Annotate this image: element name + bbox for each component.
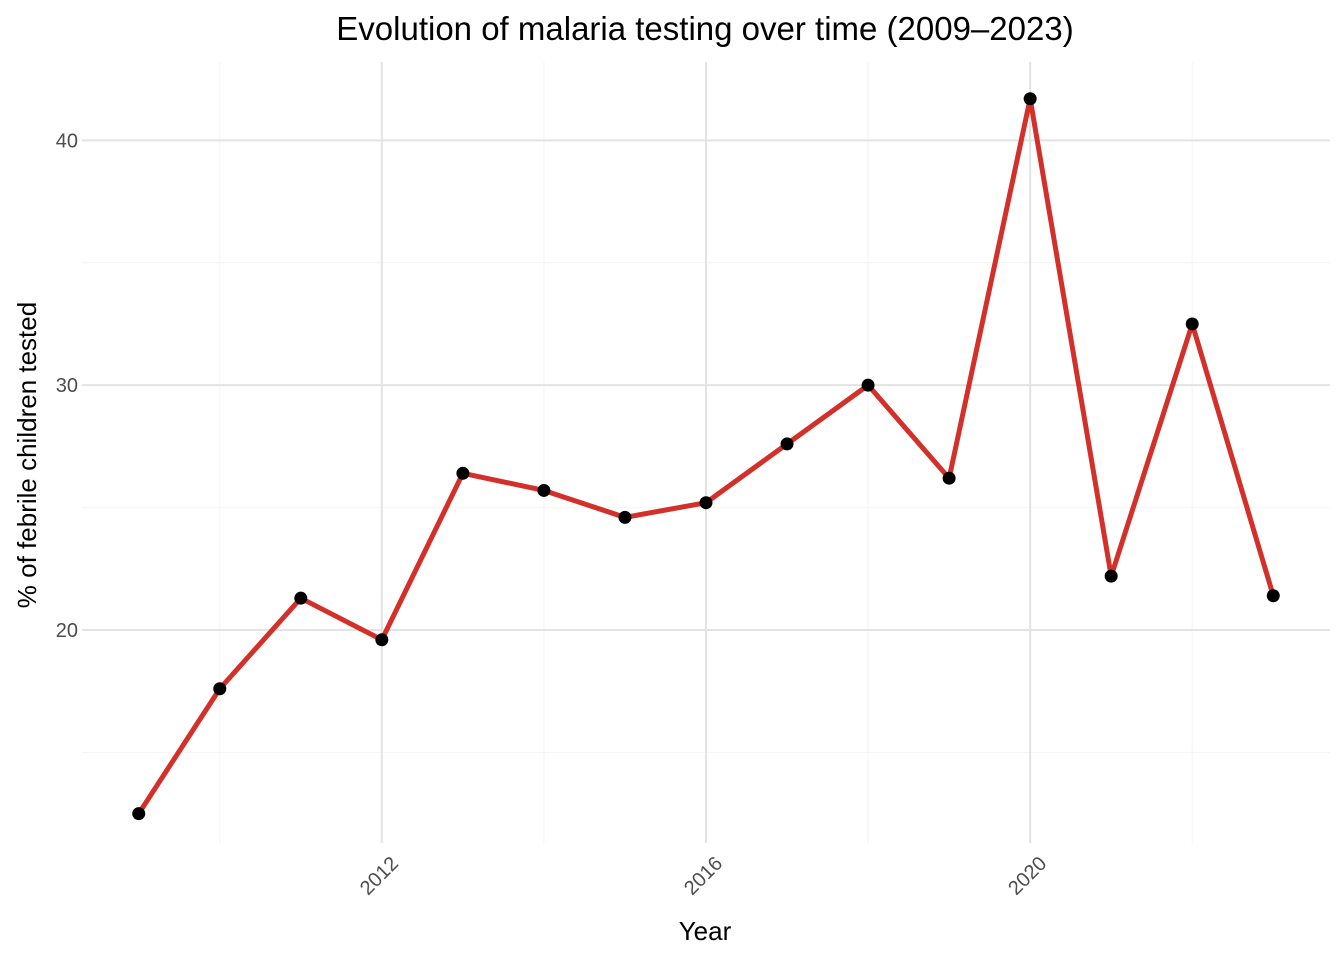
data-point — [132, 807, 146, 821]
data-point — [618, 510, 632, 524]
y-tick-label: 20 — [56, 620, 78, 642]
data-point — [942, 471, 956, 485]
data-point — [1023, 92, 1037, 106]
data-point — [294, 591, 308, 605]
points-layer — [132, 92, 1280, 821]
data-point — [537, 483, 551, 497]
data-point — [699, 496, 713, 510]
data-point — [780, 437, 794, 451]
y-tick-labels: 20 30 40 — [56, 130, 78, 642]
data-point — [1104, 569, 1118, 583]
data-point — [861, 378, 875, 392]
x-axis-title: Year — [679, 916, 732, 946]
y-tick-label: 30 — [56, 375, 78, 397]
chart-title: Evolution of malaria testing over time (… — [336, 10, 1073, 47]
y-axis-title: % of febrile children tested — [12, 302, 42, 608]
data-point — [456, 466, 470, 480]
data-point — [375, 633, 389, 647]
data-point — [1266, 589, 1280, 603]
data-point — [1185, 317, 1199, 331]
y-tick-label: 40 — [56, 130, 78, 152]
data-point — [213, 682, 227, 696]
